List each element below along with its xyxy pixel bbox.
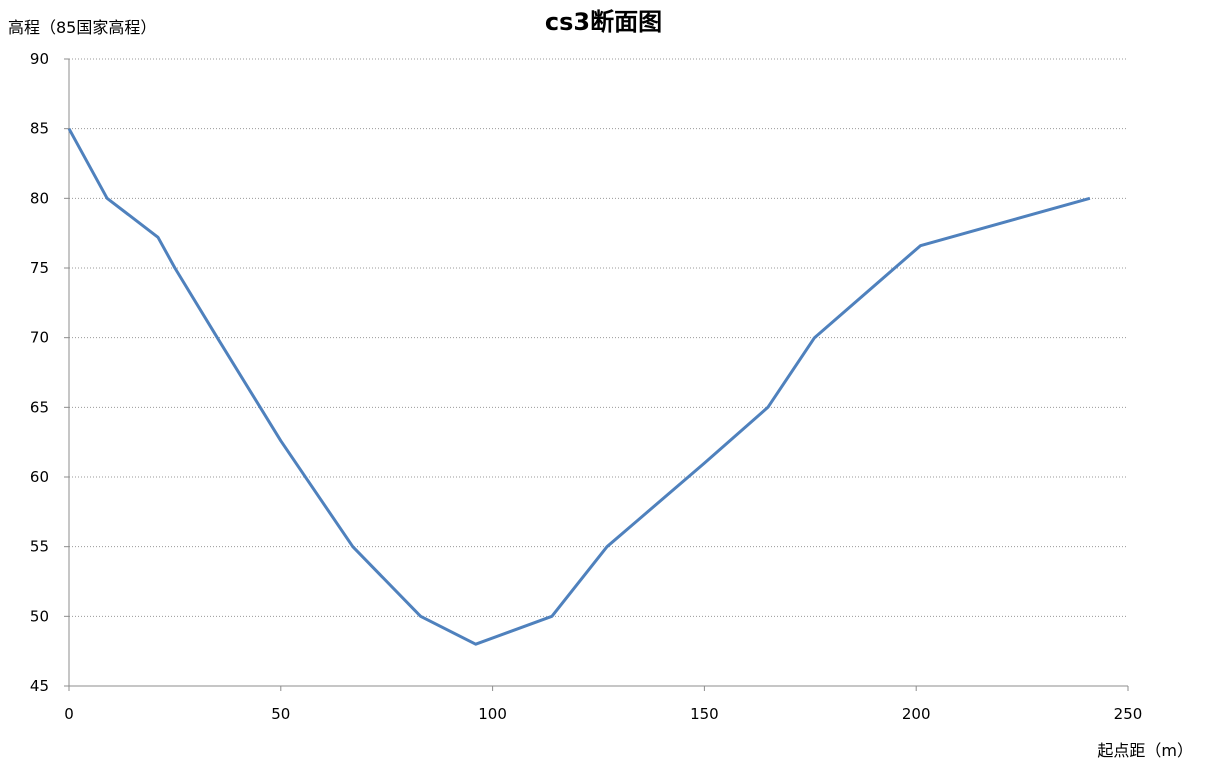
y-axis-label: 高程（85国家高程） <box>8 18 157 37</box>
y-tick-label: 70 <box>30 329 49 347</box>
x-tick-label: 50 <box>271 705 290 723</box>
x-axis-label: 起点距（m） <box>1097 741 1193 760</box>
series-group <box>67 127 1091 646</box>
y-tick-label: 60 <box>30 468 49 486</box>
axes <box>64 58 1129 691</box>
x-tick-label: 250 <box>1114 705 1143 723</box>
y-tick-label: 90 <box>30 50 49 68</box>
grid-lines <box>69 58 1128 617</box>
x-tick-label: 100 <box>478 705 507 723</box>
x-tick-label: 150 <box>690 705 719 723</box>
y-tick-label: 45 <box>30 677 49 695</box>
elevation-profile-line <box>67 127 1091 646</box>
y-tick-label: 65 <box>30 398 49 416</box>
y-tick-label: 55 <box>30 538 49 556</box>
x-tick-label: 200 <box>902 705 931 723</box>
y-tick-label: 85 <box>30 120 49 138</box>
y-tick-label: 80 <box>30 189 49 207</box>
y-tick-label: 50 <box>30 607 49 625</box>
x-tick-label: 0 <box>64 705 74 723</box>
x-tick-labels: 0 50 100 150 200 250 <box>64 705 1142 723</box>
chart-title: cs3断面图 <box>544 8 663 36</box>
y-tick-label: 75 <box>30 259 49 277</box>
y-tick-labels: 45 50 55 60 65 70 75 80 85 90 <box>30 50 49 695</box>
